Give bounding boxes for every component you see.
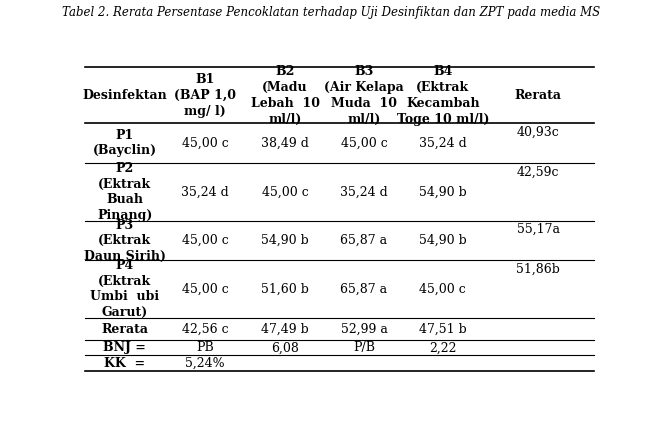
Text: Desinfektan: Desinfektan [82, 89, 167, 102]
Text: P2
(Ektrak
Buah
Pinang): P2 (Ektrak Buah Pinang) [97, 162, 152, 222]
Text: Rerata: Rerata [514, 89, 562, 102]
Text: 65,87 a: 65,87 a [340, 283, 387, 296]
Text: 52,99 a: 52,99 a [341, 323, 387, 335]
Text: P/B: P/B [353, 341, 375, 354]
Text: KK  =: KK = [104, 357, 145, 370]
Text: 45,00 c: 45,00 c [262, 185, 308, 198]
Text: B1
(BAP 1,0
mg/ l): B1 (BAP 1,0 mg/ l) [174, 73, 236, 118]
Text: 47,51 b: 47,51 b [419, 323, 467, 335]
Text: 65,87 a: 65,87 a [340, 234, 387, 247]
Text: 45,00 c: 45,00 c [341, 137, 387, 150]
Text: 35,24 d: 35,24 d [340, 185, 388, 198]
Text: Tabel 2. Rerata Persentase Pencoklatan terhadap Uji Desinfiktan dan ZPT pada med: Tabel 2. Rerata Persentase Pencoklatan t… [62, 6, 601, 20]
Text: PB: PB [196, 341, 214, 354]
Text: 47,49 b: 47,49 b [261, 323, 309, 335]
Text: B3
(Air Kelapa
Muda  10
ml/l): B3 (Air Kelapa Muda 10 ml/l) [324, 65, 404, 126]
Text: 42,56 c: 42,56 c [182, 323, 228, 335]
Text: 45,00 c: 45,00 c [182, 234, 228, 247]
Text: 2,22: 2,22 [429, 341, 457, 354]
Text: 51,60 b: 51,60 b [261, 283, 309, 296]
Text: BNJ =: BNJ = [103, 341, 147, 354]
Text: 6,08: 6,08 [271, 341, 299, 354]
Text: 54,90 b: 54,90 b [419, 185, 467, 198]
Text: 35,24 d: 35,24 d [181, 185, 229, 198]
Text: 38,49 d: 38,49 d [261, 137, 309, 150]
Text: Rerata: Rerata [101, 323, 149, 335]
Text: 45,00 c: 45,00 c [182, 137, 228, 150]
Text: 55,17a: 55,17a [516, 223, 560, 236]
Text: 51,86b: 51,86b [516, 263, 560, 276]
Text: 40,93c: 40,93c [516, 126, 560, 139]
Text: 5,24%: 5,24% [185, 357, 225, 370]
Text: B2
(Madu
Lebah  10
ml/l): B2 (Madu Lebah 10 ml/l) [251, 65, 320, 126]
Text: P1
(Bayclin): P1 (Bayclin) [93, 129, 157, 157]
Text: 42,59c: 42,59c [517, 166, 560, 179]
Text: P3
(Ektrak
Daun Sirih): P3 (Ektrak Daun Sirih) [84, 218, 166, 262]
Text: 35,24 d: 35,24 d [419, 137, 467, 150]
Text: B4
(Ektrak
Kecambah
Toge 10 ml/l): B4 (Ektrak Kecambah Toge 10 ml/l) [396, 65, 489, 126]
Text: 54,90 b: 54,90 b [261, 234, 309, 247]
Text: 45,00 c: 45,00 c [182, 283, 228, 296]
Text: 54,90 b: 54,90 b [419, 234, 467, 247]
Text: 45,00 c: 45,00 c [420, 283, 466, 296]
Text: P4
(Ektrak
Umbi  ubi
Garut): P4 (Ektrak Umbi ubi Garut) [90, 259, 159, 319]
